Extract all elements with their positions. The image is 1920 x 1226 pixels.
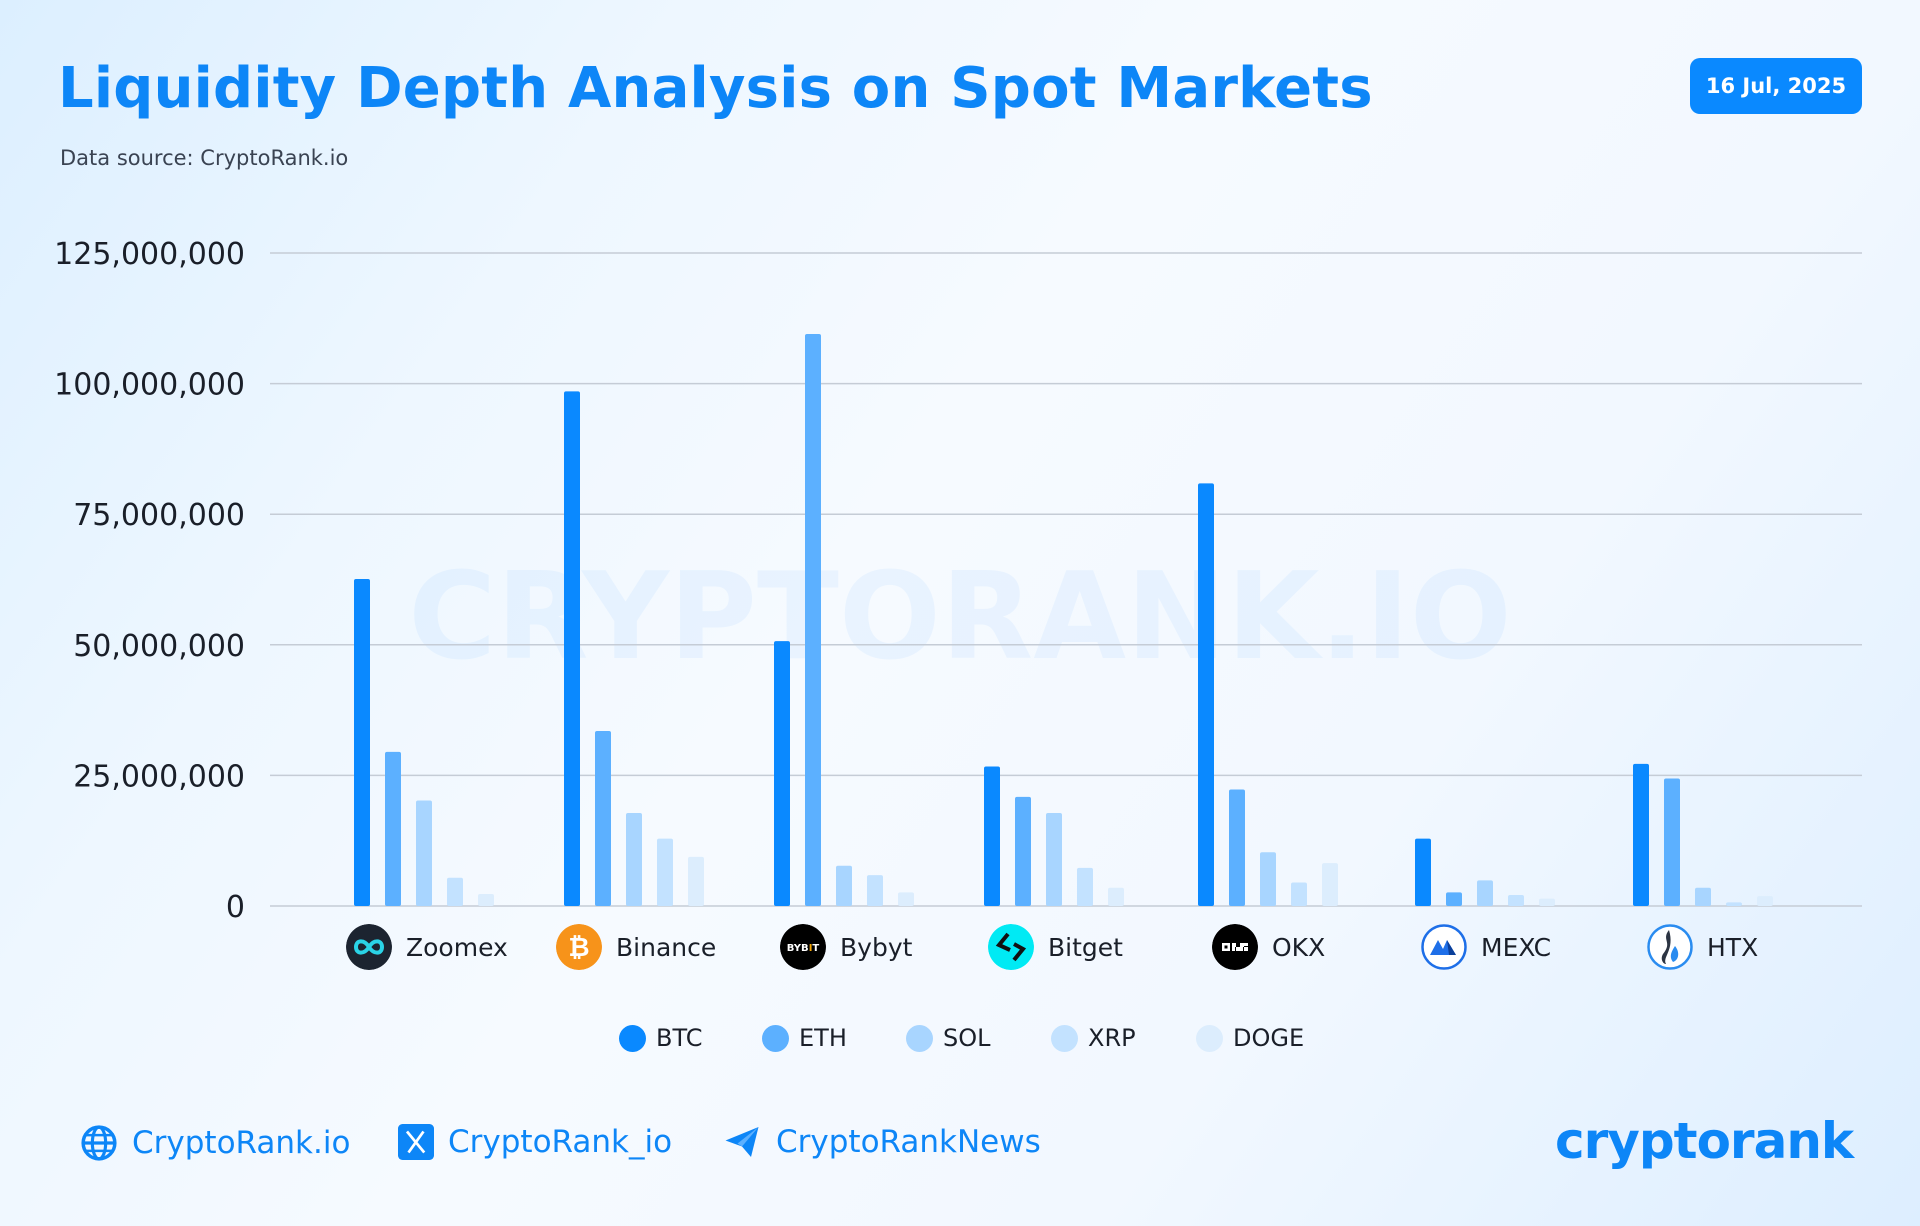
- legend-swatch: [619, 1024, 646, 1052]
- y-tick-label: 75,000,000: [73, 498, 245, 533]
- exchange-name: MEXC: [1481, 932, 1552, 962]
- legend-label: DOGE: [1233, 1024, 1305, 1052]
- bar-bybyt-btc: [774, 641, 790, 906]
- bar-bitget-btc: [984, 766, 1000, 906]
- bar-mexc-btc: [1415, 838, 1431, 906]
- mexc-logo-icon: [1421, 924, 1467, 970]
- exchange-label-bitget: Bitget: [988, 924, 1123, 970]
- bar-binance-eth: [595, 730, 611, 906]
- bar-okx-sol: [1260, 852, 1276, 906]
- legend-label: BTC: [656, 1024, 703, 1052]
- legend-swatch: [1196, 1024, 1223, 1052]
- footer-twitter-text: CryptoRank_io: [448, 1124, 673, 1160]
- x-twitter-icon: [398, 1124, 434, 1160]
- bar-bitget-sol: [1046, 813, 1062, 906]
- exchange-name: HTX: [1707, 932, 1759, 962]
- legend-swatch: [906, 1024, 933, 1052]
- bar-zoomex-xrp: [447, 877, 463, 906]
- footer-telegram-link[interactable]: CryptoRankNews: [722, 1124, 1041, 1160]
- bar-htx-sol: [1695, 887, 1711, 906]
- cryptorank-logo: cryptorank: [1555, 1112, 1854, 1170]
- bar-bybyt-sol: [836, 865, 852, 906]
- bar-binance-doge: [688, 856, 704, 906]
- bar-okx-btc: [1198, 483, 1214, 906]
- legend-label: XRP: [1088, 1024, 1136, 1052]
- legend-swatch: [1051, 1024, 1078, 1052]
- bar-bybyt-doge: [898, 892, 914, 906]
- bar-mexc-xrp: [1508, 895, 1524, 906]
- footer-website-link[interactable]: CryptoRank.io: [80, 1124, 350, 1162]
- footer-telegram-text: CryptoRankNews: [776, 1124, 1041, 1160]
- bar-zoomex-doge: [478, 893, 494, 906]
- y-tick-label: 50,000,000: [73, 629, 245, 664]
- bybit-logo-icon: BYBIT: [780, 924, 826, 970]
- bar-zoomex-sol: [416, 800, 432, 906]
- bar-htx-eth: [1664, 778, 1680, 906]
- exchange-name: OKX: [1272, 932, 1326, 962]
- data-source: Data source: CryptoRank.io: [60, 146, 349, 170]
- exchange-label-okx: OKX: [1212, 924, 1325, 970]
- zoomex-logo-icon: [346, 924, 392, 970]
- bar-okx-eth: [1229, 789, 1245, 906]
- footer-twitter-link[interactable]: CryptoRank_io: [398, 1124, 672, 1160]
- exchange-label-zoomex: Zoomex: [346, 924, 508, 970]
- exchange-label-htx: HTX: [1647, 924, 1758, 970]
- bar-bitget-xrp: [1077, 867, 1093, 906]
- bar-mexc-sol: [1477, 880, 1493, 906]
- bar-bitget-doge: [1108, 887, 1124, 906]
- bar-mexc-eth: [1446, 892, 1462, 906]
- legend-label: ETH: [799, 1024, 847, 1052]
- y-tick-label: 125,000,000: [54, 237, 245, 272]
- svg-text:₿: ₿: [568, 933, 589, 963]
- htx-logo-icon: [1647, 924, 1693, 970]
- bar-mexc-doge: [1539, 898, 1555, 906]
- footer-website-text: CryptoRank.io: [132, 1125, 351, 1161]
- bar-bybyt-eth: [805, 333, 821, 906]
- legend-item-btc[interactable]: BTC: [619, 1024, 702, 1052]
- legend-item-sol[interactable]: SOL: [906, 1024, 991, 1052]
- y-tick-label: 0: [226, 890, 245, 925]
- bitget-logo-icon: [988, 924, 1034, 970]
- exchange-name: Bitget: [1048, 932, 1123, 962]
- bar-bitget-eth: [1015, 796, 1031, 906]
- watermark: CRYPTORANK.IO: [408, 548, 1512, 687]
- exchange-label-bybyt: BYBIT Bybyt: [780, 924, 912, 970]
- okx-logo-icon: [1212, 924, 1258, 970]
- bar-binance-sol: [626, 813, 642, 906]
- globe-icon: [81, 1125, 117, 1161]
- legend-item-xrp[interactable]: XRP: [1051, 1024, 1136, 1052]
- legend-label: SOL: [943, 1024, 991, 1052]
- bar-okx-xrp: [1291, 882, 1307, 906]
- bar-htx-btc: [1633, 763, 1649, 906]
- telegram-icon: [725, 1127, 759, 1157]
- bar-zoomex-btc: [354, 578, 370, 906]
- bar-htx-xrp: [1726, 902, 1742, 906]
- exchange-label-binance: ₿ Binance: [556, 924, 716, 970]
- bar-binance-btc: [564, 391, 580, 906]
- bar-bybyt-xrp: [867, 875, 883, 906]
- exchange-label-mexc: MEXC: [1421, 924, 1551, 970]
- bar-htx-doge: [1757, 896, 1773, 906]
- legend-item-doge[interactable]: DOGE: [1196, 1024, 1304, 1052]
- exchange-name: Zoomex: [406, 932, 508, 962]
- exchange-name: Bybyt: [840, 932, 913, 962]
- bar-binance-xrp: [657, 838, 673, 906]
- bitcoin-logo-icon: ₿: [556, 924, 602, 970]
- legend-swatch: [762, 1024, 789, 1052]
- svg-text:BYBIT: BYBIT: [787, 943, 820, 954]
- bar-zoomex-eth: [385, 751, 401, 906]
- date-badge: 16 Jul, 2025: [1690, 58, 1862, 114]
- chart-title: Liquidity Depth Analysis on Spot Markets: [58, 56, 1373, 121]
- legend-item-eth[interactable]: ETH: [762, 1024, 847, 1052]
- exchange-name: Binance: [616, 932, 717, 962]
- y-tick-label: 100,000,000: [54, 368, 245, 403]
- bar-okx-doge: [1322, 863, 1338, 906]
- y-tick-label: 25,000,000: [73, 759, 245, 794]
